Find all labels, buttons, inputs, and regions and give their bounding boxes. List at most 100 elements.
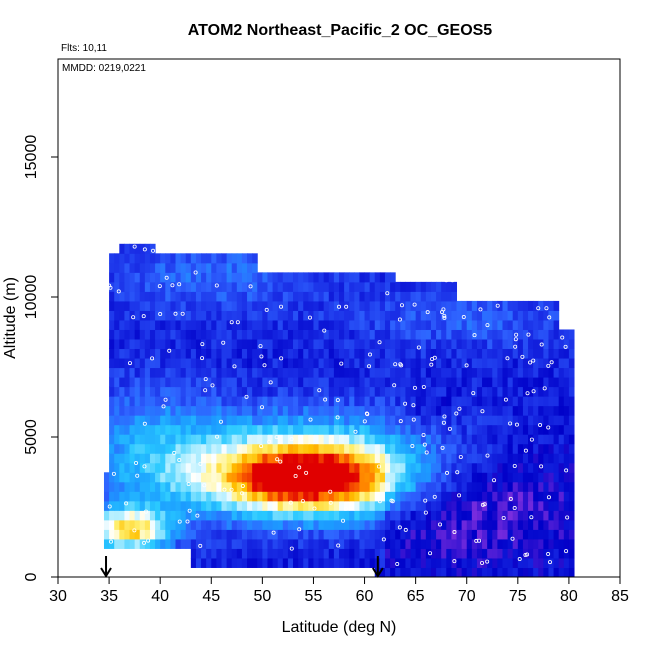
sample-point: [202, 483, 207, 488]
heatmap-cell: [241, 443, 248, 454]
heatmap-cell: [563, 329, 570, 340]
heatmap-cell: [195, 319, 202, 330]
heatmap-cell: [252, 329, 258, 340]
heatmap-cell: [405, 386, 412, 397]
heatmap-cell: [487, 329, 493, 340]
heatmap-cell: [170, 319, 177, 330]
heatmap-cell: [374, 453, 381, 464]
heatmap-cell: [277, 348, 284, 359]
heatmap-cell: [558, 510, 565, 521]
heatmap-cell: [267, 405, 274, 416]
heatmap-cell: [344, 396, 350, 407]
heatmap-cell: [517, 491, 524, 502]
heatmap-cell: [272, 310, 279, 321]
heatmap-cell: [405, 500, 412, 511]
heatmap-cell: [461, 405, 468, 416]
heatmap-cell: [221, 253, 228, 264]
heatmap-cell: [461, 367, 468, 378]
heatmap-cell: [476, 538, 483, 549]
heatmap-cell: [548, 481, 555, 492]
heatmap-cell: [390, 358, 396, 369]
heatmap-cell: [109, 396, 115, 407]
heatmap-cell: [282, 529, 289, 540]
heatmap-cell: [558, 348, 565, 359]
heatmap-cell: [446, 377, 452, 388]
heatmap-cell: [517, 367, 524, 378]
heatmap-cell: [124, 310, 131, 321]
heatmap-cell: [195, 434, 202, 445]
heatmap-cell: [548, 310, 555, 321]
heatmap-cell: [446, 291, 452, 302]
heatmap-cell: [221, 529, 228, 540]
heatmap-cell: [517, 453, 524, 464]
heatmap-cell: [359, 300, 366, 311]
heatmap-cell: [216, 386, 222, 397]
heatmap-cell: [476, 358, 483, 369]
heatmap-cell: [558, 462, 565, 473]
heatmap-cell: [318, 358, 325, 369]
sample-point: [264, 307, 269, 312]
heatmap-cell: [303, 405, 309, 416]
heatmap-cell: [149, 319, 156, 330]
heatmap-cell: [410, 396, 417, 407]
heatmap-cell: [236, 272, 243, 283]
heatmap-cell: [282, 424, 289, 435]
heatmap-cell: [400, 405, 406, 416]
heatmap-cell: [262, 548, 268, 559]
heatmap-cell: [119, 472, 125, 483]
heatmap-cell: [379, 500, 386, 511]
heatmap-cell: [512, 367, 519, 378]
heatmap-cell: [522, 510, 529, 521]
heatmap-cell: [226, 424, 233, 435]
sample-point: [170, 283, 175, 288]
heatmap-cell: [272, 529, 279, 540]
heatmap-cell: [374, 396, 381, 407]
heatmap-cell: [333, 291, 340, 302]
heatmap-cell: [103, 538, 110, 549]
sample-point: [412, 302, 417, 307]
heatmap-cell: [482, 339, 488, 350]
heatmap-cell: [149, 500, 156, 511]
heatmap-cell: [149, 281, 156, 292]
heatmap-cell: [395, 281, 401, 292]
heatmap-cell: [190, 291, 197, 302]
heatmap-cell: [502, 377, 509, 388]
sample-point: [259, 444, 264, 449]
heatmap-cell: [507, 519, 514, 530]
heatmap-cell: [517, 396, 524, 407]
heatmap-cell: [415, 367, 422, 378]
heatmap-cell: [461, 348, 468, 359]
heatmap-cell: [293, 500, 299, 511]
heatmap-cell: [293, 548, 299, 559]
heatmap-cell: [313, 367, 320, 378]
heatmap-cell: [354, 557, 360, 568]
heatmap-cell: [323, 281, 330, 292]
heatmap-cell: [354, 377, 360, 388]
heatmap-cell: [206, 443, 212, 454]
x-tick-label: 40: [151, 588, 169, 605]
heatmap-cell: [160, 358, 166, 369]
heatmap-cell: [507, 348, 514, 359]
heatmap-cell: [456, 538, 463, 549]
heatmap-cell: [328, 481, 335, 492]
heatmap-cell: [303, 510, 309, 521]
heatmap-cell: [201, 510, 207, 521]
heatmap-cell: [206, 329, 212, 340]
heatmap-cell: [430, 510, 437, 521]
heatmap-cell: [548, 453, 555, 464]
heatmap-cell: [247, 405, 253, 416]
heatmap-cell: [512, 358, 519, 369]
sample-point: [395, 562, 400, 567]
heatmap-cell: [298, 319, 304, 330]
heatmap-cell: [522, 339, 529, 350]
heatmap-cell: [211, 310, 217, 321]
heatmap-cell: [420, 548, 427, 559]
heatmap-cell: [538, 481, 544, 492]
heatmap-cell: [252, 510, 258, 521]
heatmap-cell: [420, 310, 427, 321]
sample-point: [455, 470, 460, 475]
heatmap-cell: [558, 329, 565, 340]
heatmap-cell: [507, 548, 514, 559]
heatmap-cell: [313, 415, 320, 426]
heatmap-cell: [379, 481, 386, 492]
